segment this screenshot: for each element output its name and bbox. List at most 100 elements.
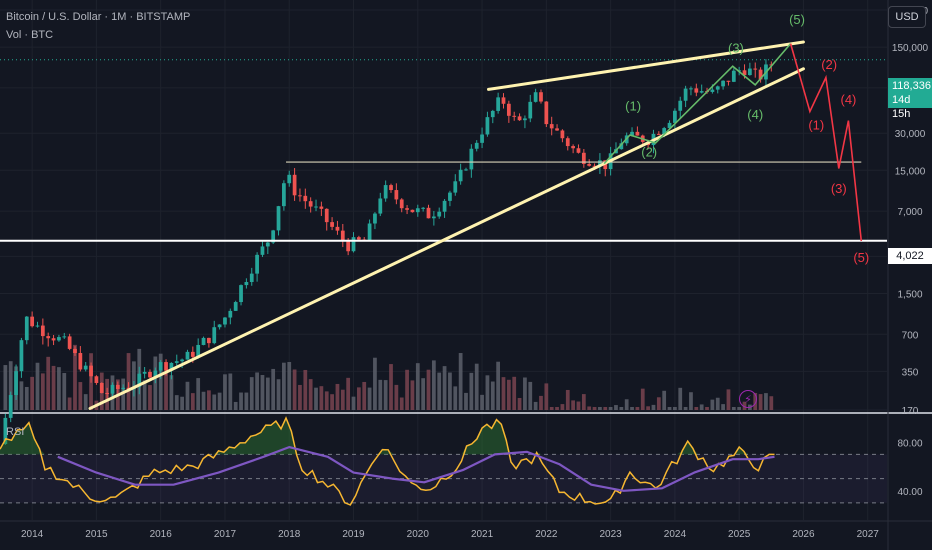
candle-body xyxy=(153,370,158,378)
candle-body xyxy=(587,163,592,166)
time-axis-label: 2022 xyxy=(535,529,558,540)
volume-bar xyxy=(292,369,297,410)
volume-bar xyxy=(46,356,51,410)
volume-bar xyxy=(62,373,67,410)
current-price-tag: 118,336 14d 15h xyxy=(888,78,932,120)
volume-bar xyxy=(185,381,190,410)
volume-bar xyxy=(282,362,286,410)
price-axis-label: 30,000 xyxy=(895,129,926,140)
candle-body xyxy=(330,222,334,227)
candle-body xyxy=(233,302,238,311)
volume-bar xyxy=(410,380,415,410)
candle-body xyxy=(528,101,533,119)
candle-body xyxy=(549,124,554,129)
volume-bar xyxy=(630,407,634,410)
volume-bar xyxy=(78,382,83,410)
candle-body xyxy=(190,351,195,357)
volume-bar xyxy=(373,357,377,410)
volume-bar xyxy=(330,394,334,410)
candle-body xyxy=(656,133,661,135)
candle-body xyxy=(19,340,24,372)
volume-bar xyxy=(378,379,383,410)
volume-bar xyxy=(126,353,131,410)
candle-body xyxy=(174,361,179,363)
candle-body xyxy=(121,387,126,389)
candle-body xyxy=(630,131,634,136)
candle-body xyxy=(356,237,361,240)
candle-body xyxy=(148,371,152,378)
volume-bar xyxy=(769,396,774,410)
wave-path-bullish xyxy=(603,43,792,165)
candle-body xyxy=(383,185,388,199)
currency-button[interactable]: USD xyxy=(888,6,926,28)
volume-bar xyxy=(646,406,650,410)
volume-bar xyxy=(710,399,715,410)
volume-bar xyxy=(490,381,495,410)
volume-bar xyxy=(260,375,265,410)
candle-body xyxy=(142,371,147,374)
candle-body xyxy=(67,336,72,349)
volume-bar xyxy=(506,379,511,410)
volume-bar xyxy=(464,392,468,410)
volume-bar xyxy=(319,386,324,410)
candle-body xyxy=(560,130,565,139)
volume-bar xyxy=(523,377,527,410)
volume-bar xyxy=(699,404,704,410)
time-axis-label: 2025 xyxy=(728,529,751,540)
candle-body xyxy=(24,316,29,341)
volume-bar xyxy=(421,378,426,410)
volume-bar xyxy=(180,396,184,410)
candle-body xyxy=(474,142,479,149)
candle-body xyxy=(265,242,270,247)
candle-body xyxy=(207,337,211,344)
candle-body xyxy=(453,181,458,193)
rsi-line xyxy=(0,416,775,506)
candle-body xyxy=(298,195,302,197)
volume-bar xyxy=(512,376,517,410)
candle-body xyxy=(490,110,495,118)
candle-body xyxy=(405,208,409,210)
time-axis-label: 2020 xyxy=(407,529,430,540)
volume-bar xyxy=(689,392,693,410)
candle-body xyxy=(496,97,501,111)
volume-bar xyxy=(389,364,393,410)
volume-bar xyxy=(517,397,522,410)
rsi-axis-label: 80.00 xyxy=(897,438,922,449)
candle-body xyxy=(94,376,99,383)
wave-path-bearish xyxy=(789,43,863,242)
candle-body xyxy=(710,89,715,92)
volume-bar xyxy=(190,393,195,410)
volume-bar xyxy=(142,380,147,410)
volume-bar xyxy=(624,399,629,410)
volume-bar xyxy=(217,392,222,410)
candle-body xyxy=(115,384,120,389)
candle-body xyxy=(689,88,693,90)
symbol-title[interactable]: Bitcoin / U.S. Dollar · 1M · BITSTAMP xyxy=(6,11,191,23)
candle-body xyxy=(271,230,276,243)
candle-body xyxy=(415,208,420,213)
candle-body xyxy=(715,86,720,90)
volume-bar xyxy=(239,392,243,410)
rsi-indicator-label[interactable]: RSI xyxy=(6,426,25,438)
wave-label: (4) xyxy=(840,92,856,107)
volume-bar xyxy=(35,362,40,410)
current-price-value: 118,336 xyxy=(892,80,931,92)
volume-bar xyxy=(555,407,559,410)
price-axis-label: 15,000 xyxy=(895,166,926,177)
candle-body xyxy=(51,338,56,341)
candle-body xyxy=(303,195,308,202)
volume-bar xyxy=(705,407,709,410)
volume-bar xyxy=(549,407,554,410)
candle-body xyxy=(335,226,340,231)
candle-body xyxy=(667,122,672,129)
candle-body xyxy=(448,192,452,201)
volume-bar xyxy=(731,407,736,410)
rsi-axis-label: 40.00 xyxy=(897,487,922,498)
volume-bar xyxy=(394,384,399,410)
candle-body xyxy=(399,199,404,209)
time-axis-label: 2026 xyxy=(792,529,815,540)
volume-bar xyxy=(335,383,340,410)
lightning-icon[interactable]: ⚡ xyxy=(739,390,757,408)
volume-indicator-label[interactable]: Vol · BTC xyxy=(6,29,54,41)
